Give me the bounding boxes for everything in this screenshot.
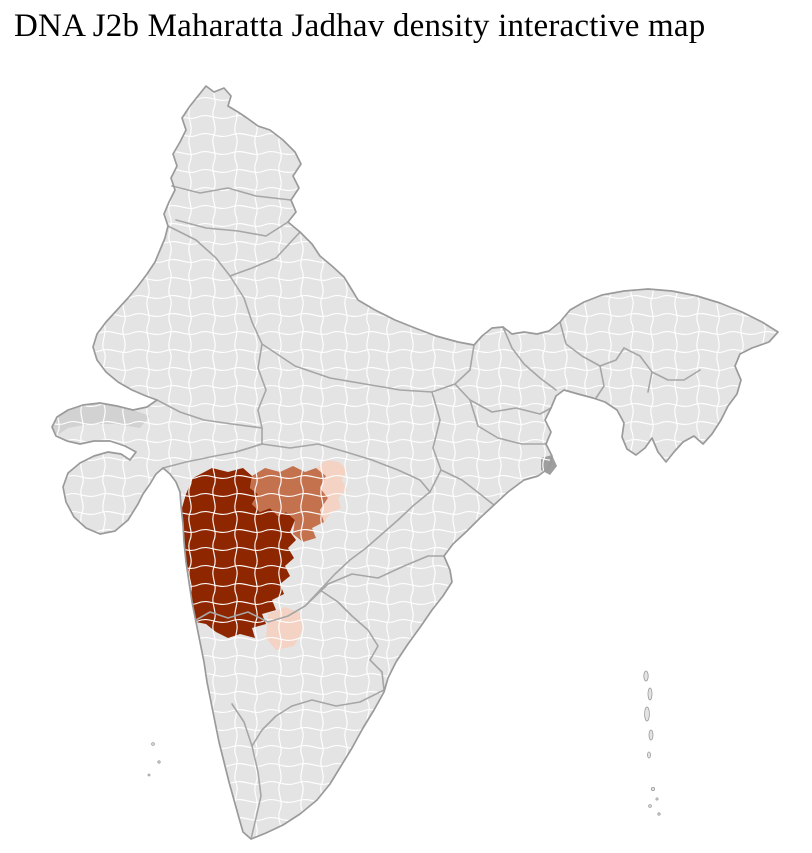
- district-grid-overlay: [52, 86, 778, 839]
- andaman-nicobar-islands: [643, 670, 661, 816]
- lakshadweep-islands: [147, 742, 161, 777]
- state-borders: [156, 185, 701, 840]
- page-title: DNA J2b Maharatta Jadhav density interac…: [14, 8, 706, 44]
